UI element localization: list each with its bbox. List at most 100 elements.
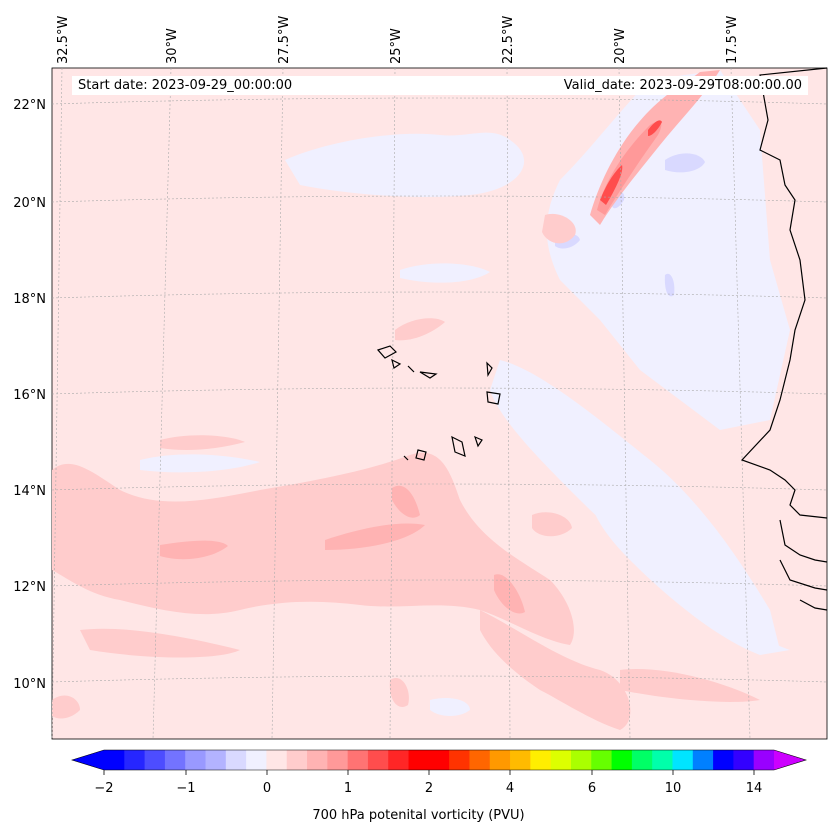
lat-tick-label: 18°N (13, 292, 46, 307)
colorbar-tick-label: 0 (263, 781, 271, 796)
island (391, 358, 402, 369)
island (419, 371, 438, 379)
pv-negative-region (546, 70, 790, 430)
pv-positive-region (52, 452, 574, 645)
colorbar-segment (185, 750, 207, 770)
island (403, 455, 409, 461)
colorbar-segment (367, 750, 389, 770)
start-date-label: Start date: 2023-09-29_00:00:00 (72, 76, 538, 95)
colorbar-segment (652, 750, 673, 770)
lon-tick-label: 30°W (165, 28, 180, 64)
colorbar-segment (347, 750, 369, 770)
colorbar-ticks (103, 770, 755, 775)
pv-negative-region (285, 132, 525, 197)
colorbar-segment (611, 750, 633, 770)
island (486, 391, 501, 405)
colorbar-segment (631, 750, 653, 770)
colorbar-segment (144, 750, 166, 770)
colorbar-tick-label: −2 (94, 781, 113, 796)
lon-tick-labels: 32.5°W 30°W 27.5°W 25°W 22.5°W 20°W 17.5… (56, 16, 740, 64)
africa-coastline (740, 67, 828, 519)
valid-date-label: Valid_date: 2023-09-29T08:00:00.00 (530, 76, 808, 95)
pv-positive-region (160, 435, 245, 450)
africa-coastline (799, 599, 828, 611)
pv-negative-region (590, 500, 790, 655)
colorbar-tick-label: 2 (425, 781, 433, 796)
colorbar-label: 700 hPa potenital vorticity (PVU) (312, 808, 525, 823)
lon-tick-label: 22.5°W (501, 16, 516, 64)
colorbar-over-arrow (774, 750, 806, 770)
pv-max-streak (648, 120, 662, 136)
island (415, 449, 427, 461)
colorbar-segment (327, 750, 349, 770)
colorbar-segment (510, 750, 531, 770)
colorbar-tick-label: 1 (344, 781, 352, 796)
africa-coastline (779, 519, 828, 563)
colorbar-segment (733, 750, 755, 770)
pv-positive-region (325, 523, 425, 550)
lat-tick-labels: 22°N 20°N 18°N 16°N 14°N 12°N 10°N (13, 98, 46, 692)
pv-positive-region (160, 540, 228, 560)
lat-tick-label: 14°N (13, 484, 46, 499)
pv-positive-region (620, 669, 760, 702)
colorbar-tick-label: 4 (506, 781, 514, 796)
lat-tick-label: 22°N (13, 98, 46, 113)
colorbar-segment (286, 750, 308, 770)
colorbar-segment (570, 750, 592, 770)
pv-contours (52, 70, 790, 730)
colorbar-segments (104, 750, 775, 770)
island (407, 365, 415, 373)
lat-tick-label: 12°N (13, 580, 46, 595)
colorbar-segment (428, 750, 450, 770)
colorbar-segment (469, 750, 491, 770)
lat-tick-label: 20°N (13, 196, 46, 211)
pv-positive-region (392, 485, 420, 518)
pv-max-streak (600, 165, 623, 205)
colorbar-tick-label: 6 (588, 781, 596, 796)
island (474, 435, 483, 448)
colorbar-segment (489, 750, 511, 770)
colorbar-under-arrow (72, 750, 104, 770)
colorbar-segment (225, 750, 247, 770)
colorbar-tick-label: 10 (665, 781, 682, 796)
pv-positive-region (52, 695, 80, 719)
pv-positive-region (480, 610, 631, 730)
island (451, 435, 466, 457)
lat-tick-label: 16°N (13, 388, 46, 403)
lon-tick-label: 32.5°W (56, 16, 71, 64)
colorbar: −2 −1 0 1 2 4 6 10 14 (70, 749, 808, 796)
lon-tick-label: 27.5°W (277, 16, 292, 64)
colorbar-segment (753, 750, 775, 770)
colorbar-segment (692, 750, 714, 770)
colorbar-segment (104, 750, 125, 770)
pv-positive-region (542, 213, 576, 244)
coastlines (376, 67, 828, 611)
colorbar-segment (591, 750, 613, 770)
colorbar-segment (266, 750, 288, 770)
pv-negative-region (430, 698, 470, 716)
pv-positive-region (532, 512, 572, 537)
pv-negative-region (140, 454, 260, 473)
colorbar-segment (246, 750, 267, 770)
lon-tick-label: 25°W (389, 28, 404, 64)
colorbar-segment (449, 750, 470, 770)
colorbar-segment (672, 750, 694, 770)
lat-tick-label: 10°N (13, 677, 46, 692)
graticule (51, 67, 828, 740)
pv-positive-region (395, 318, 445, 341)
colorbar-segment (713, 750, 734, 770)
colorbar-segment (164, 750, 186, 770)
island (376, 345, 397, 359)
pv-negative-region (664, 273, 675, 297)
colorbar-segment (307, 750, 328, 770)
colorbar-segment (550, 750, 572, 770)
colorbar-segment (530, 750, 552, 770)
colorbar-segment (408, 750, 430, 770)
colorbar-segment (388, 750, 410, 770)
pv-positive-region (80, 628, 240, 658)
colorbar-segment (124, 750, 146, 770)
island (486, 361, 493, 377)
pv-positive-region (389, 678, 409, 708)
africa-coastline (779, 559, 828, 591)
